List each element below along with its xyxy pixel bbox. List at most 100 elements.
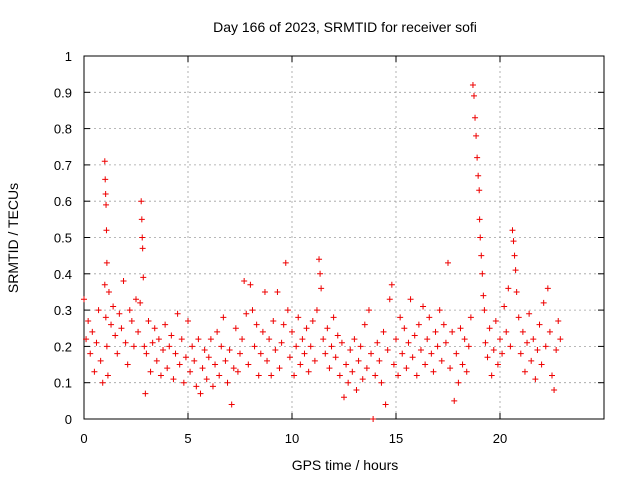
data-point bbox=[481, 307, 488, 314]
data-point bbox=[480, 292, 487, 299]
data-point bbox=[274, 288, 281, 295]
data-point bbox=[313, 307, 320, 314]
data-point bbox=[176, 361, 183, 368]
data-point bbox=[293, 343, 300, 350]
data-point bbox=[168, 332, 175, 339]
data-point bbox=[316, 256, 323, 263]
data-point bbox=[253, 321, 260, 328]
data-point bbox=[544, 285, 551, 292]
data-point bbox=[546, 328, 553, 335]
data-point bbox=[276, 365, 283, 372]
data-point bbox=[368, 350, 375, 357]
y-axis-label: SRMTID / TECUs bbox=[5, 183, 21, 293]
data-point bbox=[116, 310, 123, 317]
data-point bbox=[270, 317, 277, 324]
data-point bbox=[538, 361, 545, 368]
data-point bbox=[104, 372, 111, 379]
data-point bbox=[422, 361, 429, 368]
data-point bbox=[476, 187, 483, 194]
data-point bbox=[465, 343, 472, 350]
data-point bbox=[438, 357, 445, 364]
data-point bbox=[185, 317, 191, 324]
data-point bbox=[91, 368, 98, 375]
data-point bbox=[338, 339, 345, 346]
data-point bbox=[403, 365, 410, 372]
data-point bbox=[440, 321, 447, 328]
data-point bbox=[324, 325, 331, 332]
data-point bbox=[341, 394, 347, 401]
data-point bbox=[102, 176, 109, 183]
data-point bbox=[488, 372, 495, 379]
data-point bbox=[289, 328, 295, 335]
data-point bbox=[110, 303, 117, 310]
data-point bbox=[220, 314, 227, 321]
data-point bbox=[191, 357, 198, 364]
data-point bbox=[482, 339, 489, 346]
data-point bbox=[149, 339, 156, 346]
x-tick-label: 15 bbox=[389, 431, 403, 446]
data-point bbox=[497, 336, 503, 343]
data-point bbox=[89, 328, 96, 335]
data-point bbox=[332, 354, 339, 361]
data-point bbox=[405, 339, 412, 346]
data-point bbox=[318, 285, 325, 292]
data-point bbox=[330, 314, 337, 321]
data-point bbox=[103, 259, 110, 266]
data-point bbox=[512, 267, 519, 274]
data-point bbox=[372, 372, 379, 379]
data-point bbox=[447, 365, 454, 372]
data-point bbox=[434, 343, 441, 350]
data-point bbox=[378, 379, 385, 386]
data-point bbox=[492, 317, 499, 324]
data-point bbox=[526, 310, 533, 317]
data-point bbox=[336, 372, 343, 379]
data-point bbox=[463, 368, 470, 375]
data-point bbox=[479, 270, 486, 277]
data-point bbox=[247, 281, 254, 288]
data-point bbox=[507, 343, 514, 350]
data-point bbox=[424, 336, 431, 343]
data-point bbox=[178, 336, 185, 343]
data-point bbox=[243, 310, 250, 317]
data-point bbox=[345, 379, 352, 386]
data-point bbox=[97, 357, 104, 364]
data-point bbox=[524, 339, 531, 346]
data-point bbox=[355, 357, 362, 364]
data-point bbox=[234, 368, 241, 375]
data-point bbox=[363, 365, 370, 372]
data-point bbox=[230, 365, 237, 372]
data-point bbox=[85, 317, 92, 324]
data-point bbox=[135, 328, 142, 335]
data-point bbox=[472, 114, 479, 121]
data-point bbox=[399, 350, 406, 357]
data-point bbox=[174, 310, 181, 317]
data-point bbox=[388, 281, 395, 288]
data-point bbox=[307, 343, 314, 350]
data-point bbox=[142, 390, 149, 397]
data-point bbox=[203, 376, 210, 383]
data-point bbox=[226, 347, 233, 354]
data-point bbox=[108, 321, 115, 328]
data-point bbox=[549, 372, 555, 379]
data-point bbox=[361, 321, 368, 328]
data-point bbox=[212, 361, 219, 368]
data-point bbox=[511, 252, 518, 259]
y-tick-label: 0.5 bbox=[54, 231, 72, 246]
data-point bbox=[499, 350, 506, 357]
data-point bbox=[138, 198, 145, 205]
data-point bbox=[409, 354, 416, 361]
data-point bbox=[102, 190, 109, 197]
data-point bbox=[216, 372, 223, 379]
data-point bbox=[490, 347, 497, 354]
y-tick-label: 0.9 bbox=[54, 85, 72, 100]
data-point bbox=[420, 303, 427, 310]
data-point bbox=[83, 336, 90, 343]
data-point bbox=[222, 357, 229, 364]
data-point bbox=[228, 401, 235, 408]
data-point bbox=[197, 390, 204, 397]
data-point bbox=[473, 132, 480, 139]
data-point bbox=[484, 354, 491, 361]
data-point bbox=[239, 336, 246, 343]
data-point bbox=[112, 332, 119, 339]
